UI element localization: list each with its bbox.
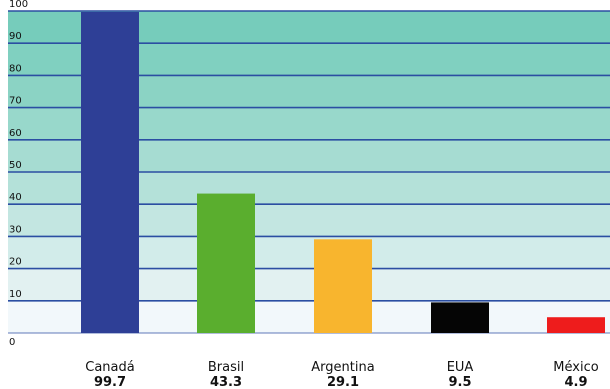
y-tick-label: 20: [9, 257, 22, 268]
y-tick-label: 90: [9, 31, 22, 42]
category-label: EUA: [447, 360, 474, 375]
category-label: Brasil: [208, 360, 244, 375]
y-tick-label: 30: [9, 224, 22, 235]
value-label: 4.9: [564, 375, 587, 389]
y-tick-label: 80: [9, 63, 22, 74]
bars: [81, 11, 605, 333]
y-tick-label: 50: [9, 160, 22, 171]
value-label: 43.3: [210, 375, 242, 389]
value-label: 9.5: [448, 375, 471, 389]
bar-0: [81, 11, 139, 333]
category-label: México: [553, 360, 598, 375]
y-tick-label: 100: [9, 0, 28, 10]
y-tick-label: 70: [9, 96, 22, 107]
bar-2: [314, 239, 372, 333]
value-label: 99.7: [94, 375, 126, 389]
bar-3: [431, 302, 489, 333]
category-label: Argentina: [311, 360, 374, 375]
y-axis-ticks: 0 10 20 30 40 50 60 70 80 90 100: [9, 0, 28, 348]
bar-1: [197, 193, 255, 333]
y-tick-label: 40: [9, 192, 22, 203]
category-label: Canadá: [85, 360, 134, 375]
y-tick-label: 10: [9, 289, 22, 300]
bar-4: [547, 317, 605, 333]
y-tick-label: 60: [9, 128, 22, 139]
value-label: 29.1: [327, 375, 359, 389]
y-tick-label: 0: [9, 337, 15, 348]
